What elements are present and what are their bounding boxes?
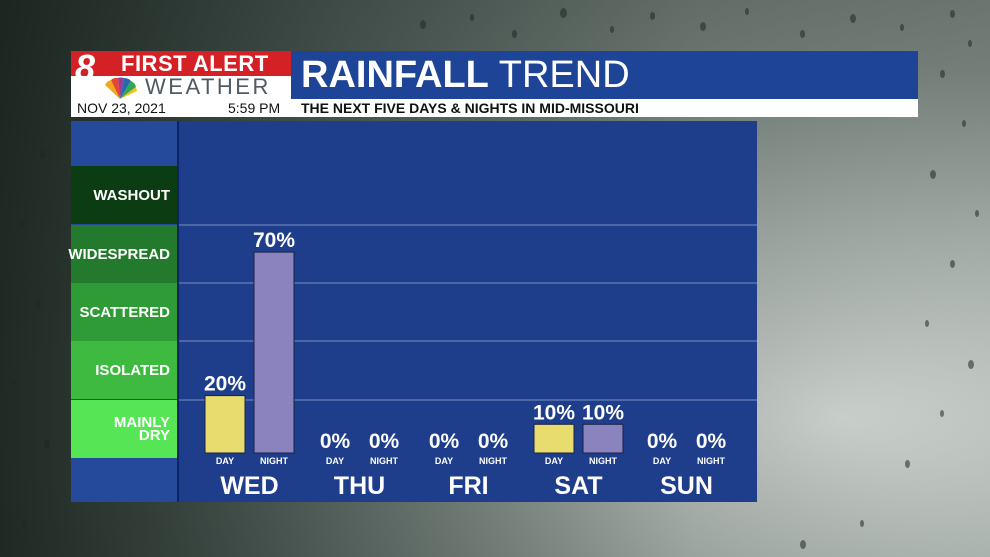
night-sub-label: NIGHT <box>589 456 618 466</box>
day-value-label: 0% <box>647 430 678 453</box>
rain-drop <box>968 40 972 47</box>
day-bar <box>533 423 575 454</box>
time-label: 5:59 PM <box>228 100 281 116</box>
legend-isolated: ISOLATED <box>71 341 177 399</box>
rain-drop <box>44 440 50 449</box>
legend-washout: WASHOUT <box>71 166 177 224</box>
rain-drop <box>950 10 955 18</box>
category-label: FRI <box>448 472 488 500</box>
night-value-label: 0% <box>696 430 727 453</box>
rain-drop <box>470 14 474 21</box>
rain-drop <box>800 540 806 549</box>
night-value-label: 70% <box>253 229 295 252</box>
day-sub-label: DAY <box>545 456 563 466</box>
title-bold: RAINFALL <box>301 54 489 96</box>
page-title: RAINFALL TREND <box>301 53 630 97</box>
rain-drop <box>22 520 26 527</box>
chart-panel: WASHOUT WIDESPREAD SCATTERED ISOLATED MA… <box>68 121 757 502</box>
category-label: WED <box>220 472 278 500</box>
rain-drop <box>745 8 749 15</box>
rain-drop <box>940 410 944 417</box>
legend-mainly-dry: MAINLY DRY <box>71 400 177 458</box>
night-bar <box>582 423 624 454</box>
rain-drop <box>650 12 655 20</box>
legend-column: WASHOUT WIDESPREAD SCATTERED ISOLATED MA… <box>68 121 177 502</box>
rain-drop <box>905 460 910 468</box>
category-label: SAT <box>554 472 602 500</box>
logo-numeral: 8 <box>75 51 96 88</box>
logo-weather: WEATHER <box>145 74 271 99</box>
night-sub-label: NIGHT <box>697 456 726 466</box>
night-sub-label: NIGHT <box>479 456 508 466</box>
title-light: TREND <box>498 54 630 96</box>
rain-drop <box>900 24 904 31</box>
description-label: THE NEXT FIVE DAYS & NIGHTS IN MID-MISSO… <box>301 100 639 116</box>
rain-drop <box>560 8 567 18</box>
day-sub-label: DAY <box>326 456 344 466</box>
rain-drop <box>800 30 805 38</box>
legend-widespread: WIDESPREAD <box>68 225 177 283</box>
rain-drop <box>962 120 966 127</box>
rain-drop <box>30 30 35 38</box>
rain-drop <box>968 360 974 369</box>
rain-drop <box>512 30 517 38</box>
legend-scattered: SCATTERED <box>71 283 177 341</box>
date-label: NOV 23, 2021 <box>77 100 166 116</box>
rain-drop <box>610 26 614 33</box>
night-value-label: 0% <box>369 430 400 453</box>
title-bar: RAINFALL TREND <box>291 51 918 99</box>
night-value-label: 10% <box>582 401 624 424</box>
legend-divider <box>177 121 179 502</box>
night-value-label: 0% <box>478 430 509 453</box>
rain-drop <box>930 170 936 179</box>
day-value-label: 0% <box>429 430 460 453</box>
night-sub-label: NIGHT <box>260 456 289 466</box>
day-bar <box>204 395 246 454</box>
subtitle-bar: NOV 23, 2021 5:59 PM THE NEXT FIVE DAYS … <box>71 99 918 117</box>
day-value-label: 0% <box>320 430 351 453</box>
rain-drop <box>700 22 706 31</box>
day-sub-label: DAY <box>216 456 234 466</box>
rain-drop <box>940 70 945 78</box>
rain-drop <box>950 260 955 268</box>
rain-drop <box>975 210 979 217</box>
day-sub-label: DAY <box>653 456 671 466</box>
rain-drop <box>925 320 929 327</box>
night-sub-label: NIGHT <box>370 456 399 466</box>
rain-drop <box>860 520 864 527</box>
logo-red-band <box>71 51 291 76</box>
rain-drop <box>36 300 41 308</box>
rain-drop <box>850 14 856 23</box>
category-label: SUN <box>660 472 713 500</box>
peacock-icon <box>105 77 137 99</box>
station-logo: 8 FIRST ALERT WEATHER <box>71 51 291 99</box>
day-value-label: 20% <box>204 373 246 396</box>
rain-drop <box>12 380 16 387</box>
rain-drop <box>420 20 426 29</box>
category-label: THU <box>334 472 385 500</box>
day-value-label: 10% <box>533 401 575 424</box>
day-sub-label: DAY <box>435 456 453 466</box>
rainfall-chart: 20% 70% DAY NIGHT WED 0% 0% DAY NIGHT THU 0% 0% DAY N… <box>179 224 757 500</box>
logo-first-alert: FIRST ALERT <box>121 51 269 76</box>
rain-drop <box>20 220 24 227</box>
rain-drop <box>40 150 46 159</box>
rain-drop <box>14 90 18 97</box>
night-bar <box>253 251 295 454</box>
